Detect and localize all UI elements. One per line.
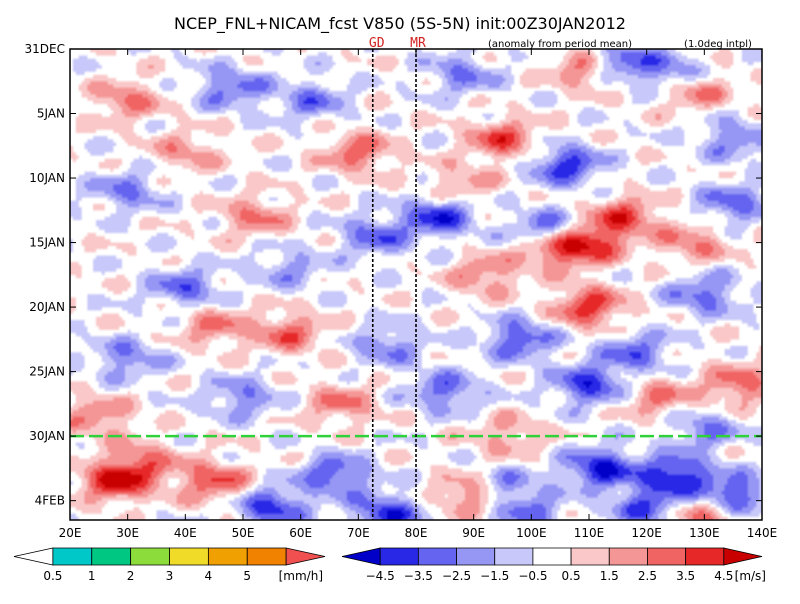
rain-colorbar-unit: [mm/h] [279,569,323,583]
wind-colorbar-swatch [723,547,763,566]
x-tick-label: 120E [631,526,662,540]
axes: 20E 30E 40E 50E 60E 70E 80E 90E 100E 110E 120E 130E… [25,42,778,540]
wind-colorbar-swatch [532,547,572,566]
wind-colorbar-label: 1.5 [600,569,619,583]
plot-overlay: GD MR [70,36,762,520]
wind-colorbar-swatch [570,547,610,566]
wind-colorbar-label: 4.5 [714,569,733,583]
x-tick-label: 60E [289,526,312,540]
wind-colorbar-label: −0.5 [518,569,547,583]
rain-colorbar-swatch [169,547,209,566]
x-tick-label: 40E [174,526,197,540]
wind-colorbar-label: 2.5 [638,569,657,583]
subtitle-anomaly: (anomaly from period mean) [488,39,632,50]
chart-title: NCEP_FNL+NICAM_fcst V850 (5S-5N) init:00… [174,14,626,34]
x-tick-label: 140E [747,526,778,540]
x-tick-label: 100E [516,526,547,540]
marker-label-gd: GD [369,36,385,51]
y-tick-label: 15JAN [29,236,65,250]
y-tick-label: 25JAN [29,365,65,379]
x-tick-label: 30E [116,526,139,540]
marker-label-mr: MR [410,36,426,51]
rain-colorbar-swatch [130,547,170,566]
x-tick-label: 80E [405,526,428,540]
wind-colorbar-label: −3.5 [404,569,433,583]
rain-colorbar-label: 0.5 [43,569,62,583]
x-tick-label: 130E [689,526,720,540]
wind-colorbar-swatch [685,547,725,566]
rain-colorbar-swatch [246,547,287,566]
rain-colorbar-label: 1 [88,569,96,583]
wind-colorbar-swatch [417,547,457,566]
x-tick-label: 20E [59,526,82,540]
rain-colorbar-swatch [207,547,248,566]
wind-colorbar-swatch [379,547,419,566]
rain-colorbar-label: 4 [205,569,213,583]
colorbars: 0.5 1 2 3 4 5 [mm/h] −4.5 −3.5 −2.5 −1.5 −0.5 0.5 1.5… [13,547,766,583]
rain-colorbar-swatch [285,547,326,566]
wind-colorbar-label: −1.5 [480,569,509,583]
x-tick-label: 50E [232,526,255,540]
y-tick-label: 4FEB [35,494,65,508]
y-tick-label: 5JAN [37,107,65,121]
wind-colorbar-swatch [647,547,687,566]
x-tick-label: 110E [574,526,605,540]
wind-colorbar-swatch [494,547,534,566]
y-tick-label: 20JAN [29,300,65,314]
y-tick-label: 31DEC [25,42,65,56]
x-tick-label: 70E [347,526,370,540]
wind-colorbar-swatch [456,547,496,566]
wind-colorbar-swatch [341,547,381,566]
x-tick-label: 90E [462,526,485,540]
rain-colorbar-label: 2 [127,569,135,583]
subtitle-interpolation: (1.0deg intpl) [684,39,752,50]
rain-colorbar-swatch [52,547,93,566]
wind-colorbar-label: −4.5 [366,569,395,583]
wind-colorbar-label: −2.5 [442,569,471,583]
y-tick-label: 10JAN [29,171,65,185]
wind-colorbar-label: 0.5 [562,569,581,583]
wind-colorbar-unit: [m/s] [735,569,766,583]
rain-colorbar-swatch [91,547,132,566]
rain-colorbar-swatch [13,547,54,566]
wind-colorbar-swatch [608,547,648,566]
rain-colorbar-label: 3 [166,569,174,583]
y-tick-label: 30JAN [29,429,65,443]
wind-colorbar-label: 3.5 [676,569,695,583]
rain-colorbar-label: 5 [243,569,251,583]
